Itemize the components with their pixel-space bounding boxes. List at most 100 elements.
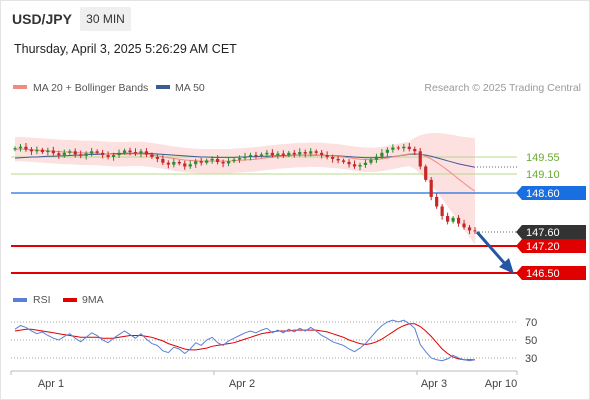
bollinger-band xyxy=(15,133,475,245)
candle-body xyxy=(424,166,428,180)
candle-body xyxy=(259,154,264,156)
pivot-tag: 148.60 xyxy=(516,186,586,200)
candle-body xyxy=(287,152,291,156)
candle-body xyxy=(270,152,274,156)
candle-body xyxy=(347,161,351,165)
candle-body xyxy=(29,149,34,152)
header-bar: USD/JPY 30 MIN xyxy=(1,1,589,37)
rsi-ma-legend-label: 9MA xyxy=(82,294,104,306)
ma20-legend-swatch xyxy=(13,85,27,89)
candle-body xyxy=(254,155,258,157)
candle-body xyxy=(309,151,313,154)
rsi-ma-line xyxy=(14,323,475,361)
last-price-label: 147.60 xyxy=(526,227,560,239)
ma20-legend-label: MA 20 + Bollinger Bands xyxy=(33,82,148,94)
timeframe-badge[interactable]: 30 MIN xyxy=(80,7,131,31)
candle-body xyxy=(446,215,450,222)
candle-body xyxy=(243,156,247,159)
candle-body xyxy=(205,160,209,163)
ma50-legend-label: MA 50 xyxy=(175,82,205,94)
candle-body xyxy=(385,149,389,153)
candle-body xyxy=(331,157,335,159)
candle-body xyxy=(183,163,187,167)
support-2-tag: 146.50 xyxy=(516,266,586,280)
candle-body xyxy=(106,155,110,157)
candle-body xyxy=(451,217,455,222)
resistance-2-label: 149.55 xyxy=(526,152,560,164)
candle-body xyxy=(336,158,340,161)
rsi-legend-swatch xyxy=(13,298,27,302)
support-1-tag: 147.20 xyxy=(516,239,586,253)
candle-body xyxy=(139,151,143,154)
candle-body xyxy=(95,151,99,153)
credit-text: Research © 2025 Trading Central xyxy=(424,82,581,94)
candle-body xyxy=(150,154,154,157)
candle-body xyxy=(46,150,50,153)
rsi-tick-70: 70 xyxy=(525,317,537,329)
candle-body xyxy=(303,152,307,154)
candle-body xyxy=(391,147,395,150)
rsi-tick-30: 30 xyxy=(525,353,537,365)
candle-body xyxy=(413,149,417,152)
candle-body xyxy=(314,151,318,153)
candle-body xyxy=(226,161,231,164)
candle-body xyxy=(358,164,362,167)
candle-body xyxy=(199,161,203,163)
candle-body xyxy=(144,151,149,155)
candle-body xyxy=(101,152,105,156)
forecast-arrow xyxy=(475,231,514,274)
candle-body xyxy=(248,155,253,157)
candle-body xyxy=(172,161,176,165)
candle-body xyxy=(237,158,242,160)
candle-body xyxy=(18,146,23,149)
x-label-apr1: Apr 1 xyxy=(38,378,64,390)
candle-body xyxy=(161,158,165,163)
x-label-apr2: Apr 2 xyxy=(229,378,255,390)
rsi-ma-legend-swatch xyxy=(63,298,77,302)
candle-body xyxy=(380,152,384,157)
candle-body xyxy=(155,157,159,159)
candle-body xyxy=(216,158,220,162)
symbol-title: USD/JPY xyxy=(12,11,72,27)
candle-body xyxy=(265,152,269,155)
candle-body xyxy=(90,151,94,154)
candlestick-series xyxy=(13,143,477,235)
candle-body xyxy=(320,152,324,156)
candle-body xyxy=(194,161,198,165)
pivot-label: 148.60 xyxy=(526,188,560,200)
candle-body xyxy=(177,161,181,164)
last-price-tag: 147.60 xyxy=(516,225,586,239)
candle-body xyxy=(117,152,121,156)
candle-body xyxy=(166,162,170,165)
candle-body xyxy=(435,196,439,207)
candle-body xyxy=(221,161,225,164)
candle-body xyxy=(111,155,116,157)
candle-body xyxy=(13,148,17,150)
candle-body xyxy=(292,152,296,155)
candle-body xyxy=(35,149,39,152)
candle-body xyxy=(402,146,406,149)
candle-body xyxy=(73,151,77,155)
candle-body xyxy=(341,160,346,162)
candle-body xyxy=(374,156,379,160)
candle-body xyxy=(352,164,357,167)
candle-body xyxy=(298,152,302,155)
candle-body xyxy=(440,206,444,216)
support-2-label: 146.50 xyxy=(526,268,560,280)
candle-body xyxy=(40,149,44,153)
candle-body xyxy=(128,150,132,153)
support-1-label: 147.20 xyxy=(526,241,560,253)
candle-body xyxy=(363,162,368,165)
rsi-legend-label: RSI xyxy=(33,294,51,306)
rsi-tick-50: 50 xyxy=(525,335,537,347)
candle-body xyxy=(467,227,472,231)
candle-body xyxy=(418,151,422,167)
x-label-apr10: Apr 10 xyxy=(485,378,517,390)
candle-body xyxy=(429,179,433,197)
ma50-legend-swatch xyxy=(156,85,170,89)
candle-body xyxy=(276,153,280,156)
candle-body xyxy=(407,146,411,150)
candle-body xyxy=(57,153,61,156)
